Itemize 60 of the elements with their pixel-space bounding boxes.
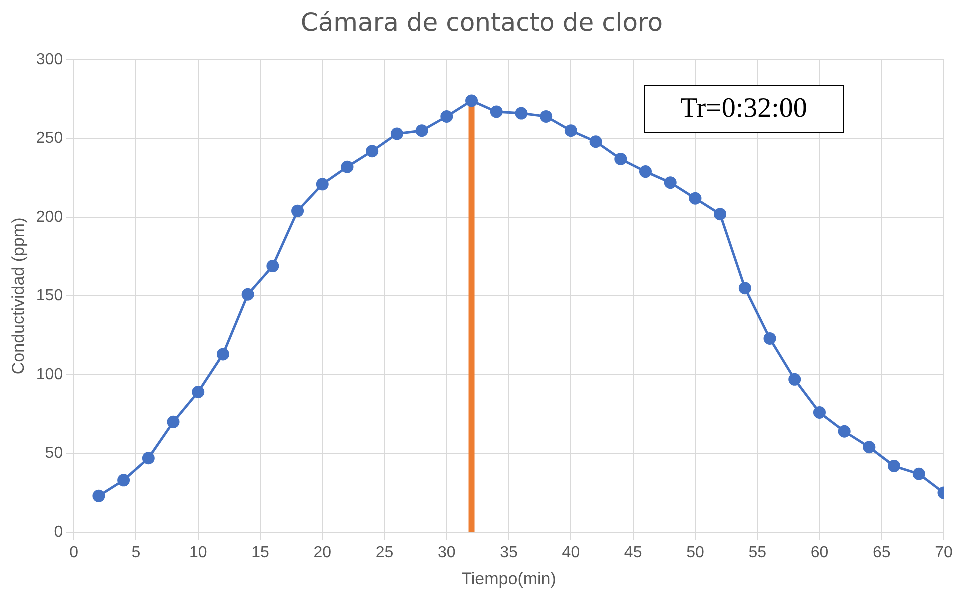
x-tick-label: 10 — [189, 544, 208, 562]
point — [416, 124, 428, 138]
point — [341, 160, 354, 174]
point — [738, 282, 752, 295]
point — [92, 490, 106, 502]
point — [142, 452, 155, 465]
x-tick-label: 45 — [624, 544, 642, 562]
point — [540, 110, 553, 123]
point — [788, 373, 802, 386]
annotation: Tr=0:32:00 — [644, 85, 844, 133]
point — [863, 441, 876, 454]
point — [888, 460, 901, 473]
point — [490, 106, 503, 118]
x-tick-label: 65 — [872, 544, 891, 562]
point — [515, 107, 528, 120]
x-tick-label: 55 — [748, 544, 767, 562]
y-axis-title: Conductividad (ppm) — [8, 218, 28, 375]
x-tick-label: 30 — [438, 544, 456, 562]
x-tick-label: 25 — [376, 544, 394, 562]
y-tick-label: 0 — [54, 524, 64, 541]
point — [689, 192, 702, 205]
x-tick-label: 70 — [935, 544, 953, 562]
point — [192, 386, 205, 399]
x-tick-label: 0 — [70, 544, 79, 562]
point — [838, 425, 851, 438]
point — [590, 136, 602, 148]
y-tick-label: 250 — [36, 130, 64, 148]
point — [764, 332, 776, 345]
point — [292, 204, 304, 218]
x-axis-title: Tiempo(min) — [462, 569, 556, 588]
y-tick-label: 300 — [36, 51, 64, 68]
point — [564, 124, 578, 138]
point — [242, 288, 254, 301]
point — [366, 145, 379, 158]
y-tick-label: 100 — [36, 366, 64, 384]
x-tick-label: 60 — [810, 544, 829, 562]
point — [614, 152, 628, 166]
x-tick-label: 5 — [132, 544, 141, 562]
point — [167, 416, 180, 428]
point — [813, 406, 826, 419]
point — [316, 178, 329, 191]
y-tick-label: 200 — [36, 208, 64, 226]
point — [390, 128, 404, 140]
point — [466, 94, 478, 108]
x-tick-label: 35 — [500, 544, 518, 562]
y-tick-label: 150 — [36, 288, 64, 305]
y-tick-label: 50 — [45, 445, 64, 462]
point — [639, 166, 652, 178]
x-tick-label: 40 — [562, 544, 580, 562]
x-tick-label: 20 — [314, 544, 332, 562]
x-tick-label: 50 — [686, 544, 704, 562]
point — [664, 176, 677, 190]
x-tick-label: 15 — [252, 544, 270, 562]
point — [912, 468, 926, 480]
point — [714, 208, 727, 221]
point — [440, 110, 454, 123]
point — [118, 474, 130, 487]
point — [216, 348, 230, 361]
point — [266, 260, 280, 273]
chart-title: Cámara de contacto de cloro — [300, 8, 664, 37]
